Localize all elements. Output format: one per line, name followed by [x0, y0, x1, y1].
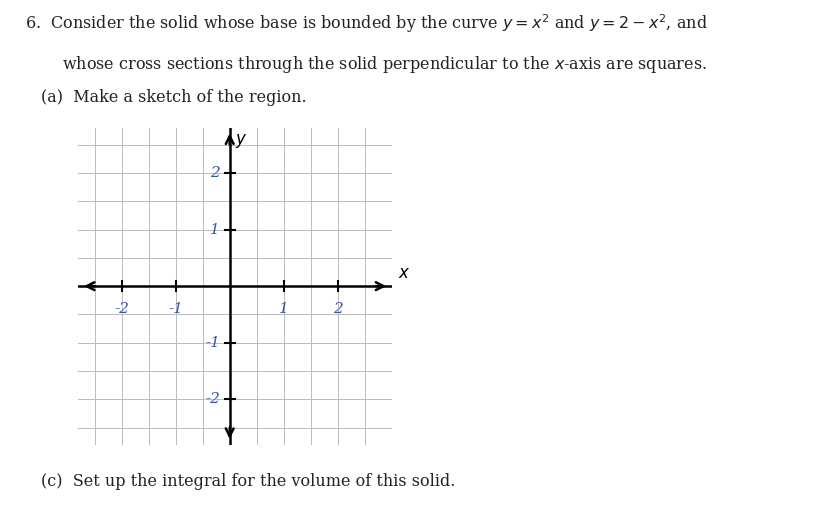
Text: 6.  Consider the solid whose base is bounded by the curve $y = x^2$ and $y = 2 -: 6. Consider the solid whose base is boun…	[25, 13, 708, 35]
Text: $x$: $x$	[398, 265, 411, 282]
Text: 2: 2	[210, 166, 220, 180]
Text: -1: -1	[205, 336, 220, 350]
Text: $y$: $y$	[235, 132, 247, 150]
Text: -2: -2	[205, 392, 220, 406]
Text: 1: 1	[210, 223, 220, 237]
Text: whose cross sections through the solid perpendicular to the $x$-axis are squares: whose cross sections through the solid p…	[62, 54, 707, 75]
Text: (a)  Make a sketch of the region.: (a) Make a sketch of the region.	[41, 89, 307, 106]
Text: -1: -1	[168, 302, 183, 316]
Text: 1: 1	[279, 302, 289, 316]
Text: (c)  Set up the integral for the volume of this solid.: (c) Set up the integral for the volume o…	[41, 473, 455, 490]
Text: 2: 2	[333, 302, 342, 316]
Text: -2: -2	[114, 302, 129, 316]
